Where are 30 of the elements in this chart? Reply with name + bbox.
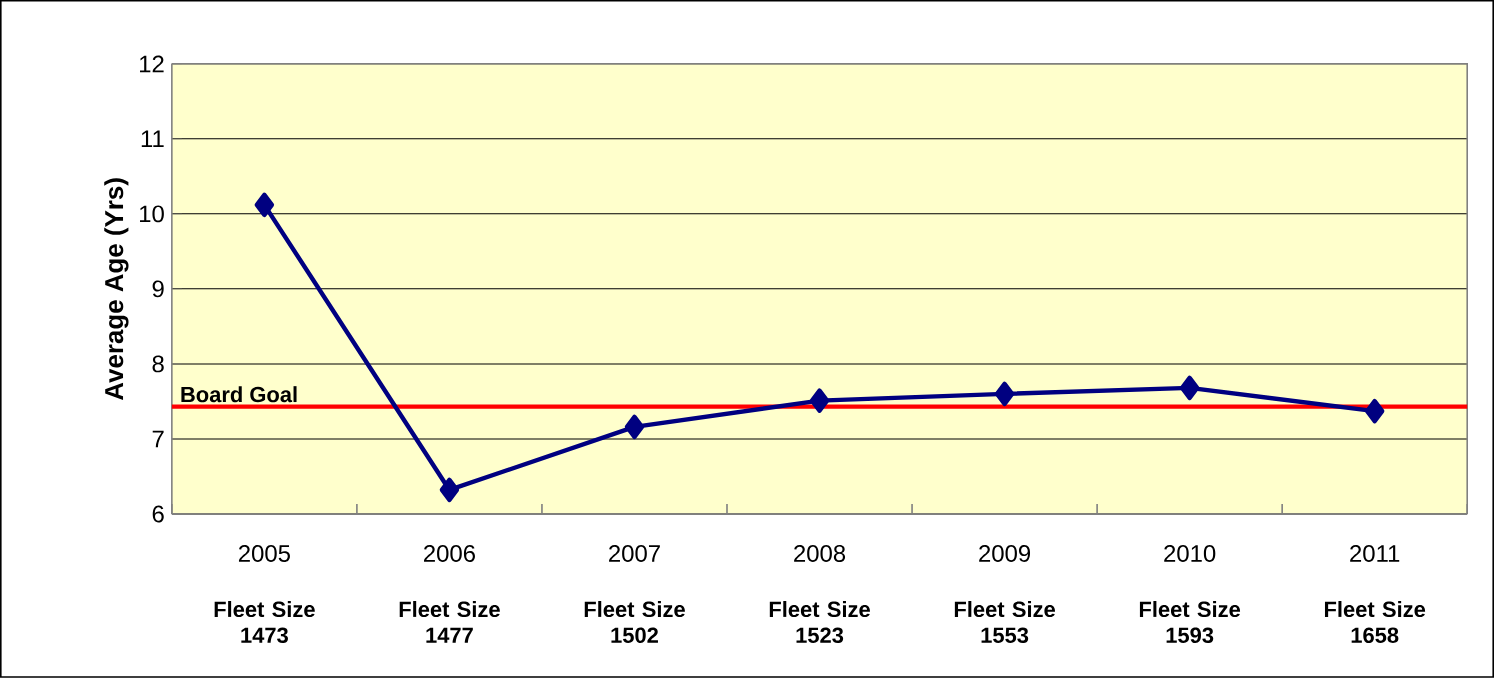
x-tick-label: 2005	[238, 545, 290, 563]
y-tick-label: 10	[140, 205, 164, 223]
x-tick-label: 2009	[979, 545, 1031, 563]
point	[254, 192, 275, 218]
text: Fleet Size 1523	[769, 601, 870, 644]
text: Fleet Size 1553	[954, 601, 1055, 644]
point	[439, 477, 460, 503]
x-tick-label: 2011	[1350, 545, 1400, 563]
text: Fleet Size 1477	[399, 601, 500, 643]
y-tick-label: 7	[152, 430, 164, 448]
y-axis-title: Average Age (Yrs)	[104, 178, 129, 401]
y-tick-label: 9	[152, 280, 164, 298]
y-tick-label: 11	[141, 130, 164, 148]
y-tick-label: 12	[140, 55, 164, 73]
point	[1179, 375, 1200, 401]
x-tick-label: 2010	[1164, 545, 1216, 563]
point	[809, 388, 830, 413]
point	[1364, 399, 1385, 424]
x-tick-label: 2006	[424, 545, 475, 563]
y-tick-label: 8	[152, 355, 164, 373]
point	[994, 381, 1015, 407]
x-tick-label: 2008	[794, 545, 846, 563]
text: Fleet Size 1502	[584, 601, 685, 644]
ref-line-label: Board Goal	[181, 386, 297, 403]
text: Fleet Size 1593	[1139, 601, 1241, 644]
y-tick-label: 6	[152, 505, 164, 523]
point	[624, 414, 645, 440]
text: Fleet Size 1473	[214, 601, 315, 644]
x-tick-label: 2007	[609, 545, 660, 563]
text: Fleet Size 1658	[1324, 601, 1426, 644]
